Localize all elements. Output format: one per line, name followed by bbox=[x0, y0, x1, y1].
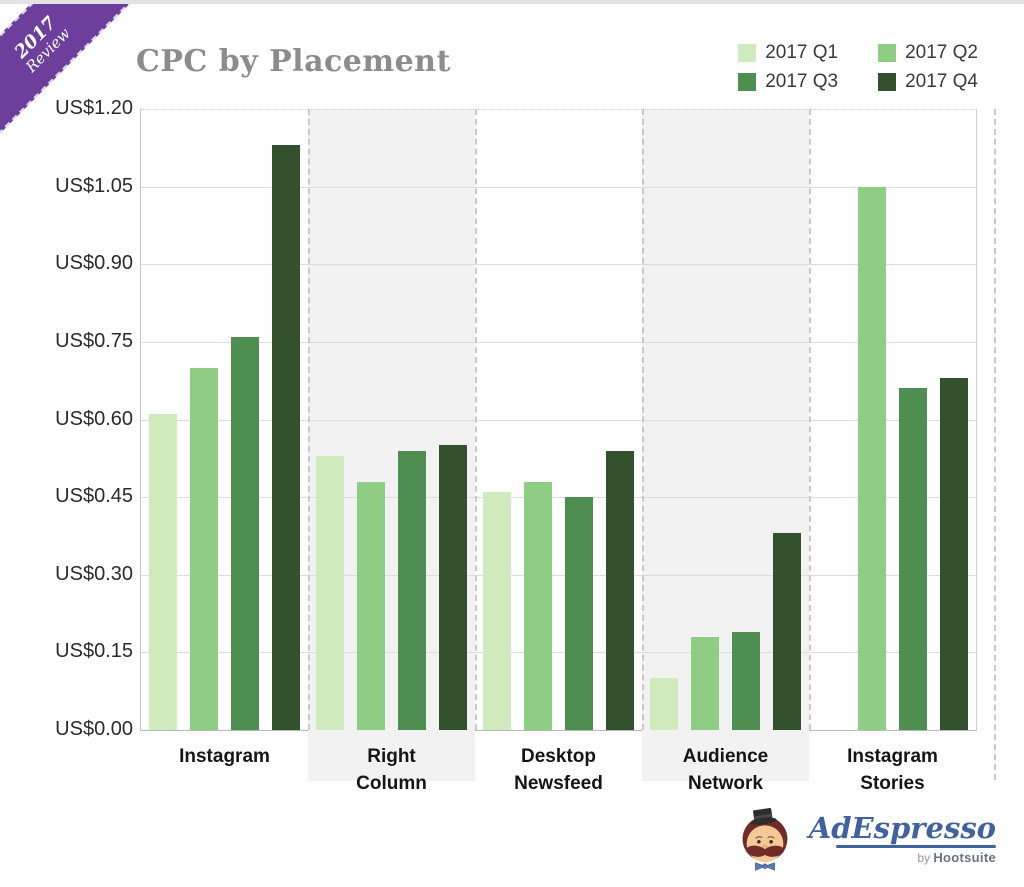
bar-instagram-2017-q1 bbox=[149, 414, 177, 730]
legend-swatch-q1-icon bbox=[738, 44, 757, 62]
y-axis-tick-label: US$0.45 bbox=[55, 485, 133, 508]
brand-name: AdEspresso bbox=[808, 811, 996, 845]
legend-swatch-q4-icon bbox=[878, 73, 897, 91]
bar-instagram-stories-2017-q4 bbox=[940, 378, 968, 730]
bar-desktop-newsfeed-2017-q4 bbox=[606, 450, 634, 730]
gridline bbox=[141, 574, 976, 576]
bar-instagram-2017-q3 bbox=[231, 336, 259, 730]
group-separator bbox=[308, 109, 310, 730]
brand-byline: by Hootsuite bbox=[917, 850, 996, 865]
corner-ribbon: 2017 Review bbox=[0, 4, 160, 164]
bar-audience-network-2017-q3 bbox=[732, 631, 760, 730]
gridline bbox=[141, 652, 976, 654]
x-axis-label-line: Network bbox=[688, 773, 763, 794]
page-title: CPC by Placement bbox=[136, 44, 451, 79]
legend-label-q2: 2017 Q2 bbox=[905, 42, 978, 63]
legend-item-q2: 2017 Q2 bbox=[878, 42, 978, 64]
x-axis-label-line: Desktop bbox=[521, 746, 596, 767]
x-axis-label: Audience Network bbox=[642, 743, 809, 797]
x-axis-label-line: Right bbox=[367, 746, 416, 767]
brand-underline bbox=[836, 845, 996, 848]
bar-audience-network-2017-q1 bbox=[650, 678, 678, 730]
adespresso-mascot-icon bbox=[742, 808, 788, 871]
bar-desktop-newsfeed-2017-q1 bbox=[483, 491, 511, 730]
bar-desktop-newsfeed-2017-q3 bbox=[565, 497, 593, 730]
y-axis-tick-label: US$0.30 bbox=[55, 562, 133, 585]
bar-desktop-newsfeed-2017-q2 bbox=[524, 481, 552, 730]
ribbon-band: 2017 Review bbox=[0, 4, 140, 142]
y-axis-tick-label: US$0.60 bbox=[55, 407, 133, 430]
bar-audience-network-2017-q2 bbox=[691, 636, 719, 730]
legend: 2017 Q1 2017 Q2 2017 Q3 2017 Q4 bbox=[738, 42, 978, 93]
bar-instagram-2017-q4 bbox=[272, 145, 300, 730]
byline-brand: Hootsuite bbox=[933, 850, 996, 865]
legend-item-q3: 2017 Q3 bbox=[738, 71, 838, 93]
legend-item-q4: 2017 Q4 bbox=[878, 71, 978, 93]
gridline bbox=[141, 341, 976, 343]
bar-right-column-2017-q1 bbox=[316, 455, 344, 730]
group-separator bbox=[475, 109, 477, 730]
group-separator bbox=[809, 109, 811, 730]
bar-instagram-stories-2017-q3 bbox=[899, 388, 927, 730]
y-axis-tick-label: US$1.20 bbox=[55, 97, 133, 119]
outer-right-dashed-line bbox=[994, 109, 996, 780]
x-axis-label-line: Instagram bbox=[847, 746, 938, 767]
group-separator bbox=[642, 109, 644, 730]
x-axis-label-line: Newsfeed bbox=[514, 773, 603, 794]
adespresso-logo: AdEspresso by Hootsuite bbox=[731, 805, 996, 873]
bar-right-column-2017-q4 bbox=[439, 445, 467, 730]
y-axis-tick-label: US$0.75 bbox=[55, 329, 133, 352]
legend-swatch-q2-icon bbox=[878, 44, 897, 62]
x-axis-label: Desktop Newsfeed bbox=[475, 743, 642, 797]
x-axis-label-line: Audience bbox=[682, 746, 769, 767]
bar-audience-network-2017-q4 bbox=[773, 533, 801, 730]
legend-label-q4: 2017 Q4 bbox=[905, 71, 978, 92]
bar-instagram-2017-q2 bbox=[190, 367, 218, 730]
gridline bbox=[141, 419, 976, 421]
bar-instagram-stories-2017-q2 bbox=[858, 186, 886, 730]
y-axis-tick-label: US$1.05 bbox=[55, 174, 133, 197]
plot-area: US$0.00 US$0.15 US$0.30 US$0.45 US$0.60 US$0.… bbox=[55, 97, 996, 794]
byline-prefix: by bbox=[917, 851, 930, 865]
x-axis-label-line: Column bbox=[356, 773, 427, 794]
legend-label-q1: 2017 Q1 bbox=[765, 42, 839, 63]
gridline bbox=[141, 186, 976, 188]
gridline bbox=[141, 497, 976, 499]
y-axis-tick-label: US$0.00 bbox=[55, 718, 133, 740]
legend-item-q1: 2017 Q1 bbox=[738, 42, 838, 64]
x-axis-label: Instagram bbox=[141, 743, 308, 770]
legend-label-q3: 2017 Q3 bbox=[765, 71, 839, 92]
bar-right-column-2017-q2 bbox=[357, 481, 385, 730]
x-axis-label-line: Instagram bbox=[179, 746, 270, 767]
y-axis-tick-label: US$0.15 bbox=[55, 640, 133, 663]
brand-block: AdEspresso by Hootsuite bbox=[809, 813, 996, 865]
x-axis-label-line: Stories bbox=[860, 773, 925, 794]
x-axis-label: Right Column bbox=[308, 743, 475, 797]
bar-right-column-2017-q3 bbox=[398, 450, 426, 730]
legend-swatch-q3-icon bbox=[738, 73, 757, 91]
gridline bbox=[141, 109, 976, 110]
y-axis-tick-label: US$0.90 bbox=[55, 252, 133, 275]
gridline bbox=[141, 264, 976, 266]
x-axis-label: Instagram Stories bbox=[809, 743, 976, 797]
